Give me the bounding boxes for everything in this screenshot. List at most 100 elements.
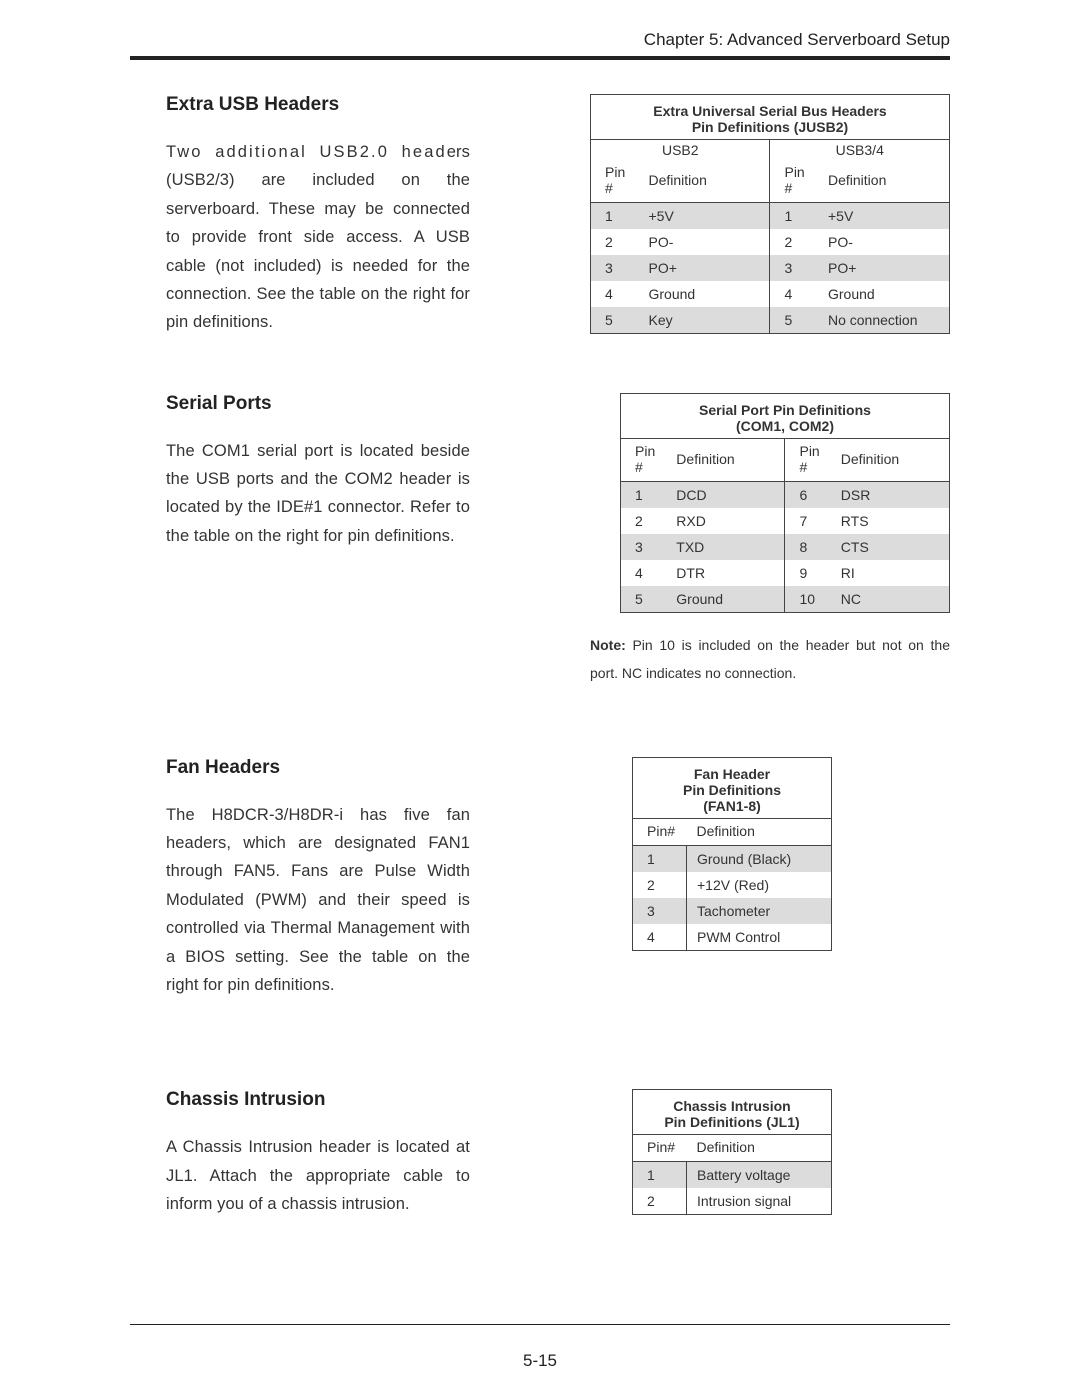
table-row: 3 TXD 8 CTS <box>621 534 950 560</box>
section-chassis-text: Chassis Intrusion A Chassis Intrusion he… <box>130 1089 470 1218</box>
pin-cell: 5 <box>621 586 667 613</box>
usb-table-group-left: USB2 <box>591 140 770 161</box>
def-cell: PO+ <box>639 255 770 281</box>
def-cell: Ground (Black) <box>687 845 832 872</box>
fan-body: The H8DCR-3/H8DR-i has five fan headers,… <box>166 801 470 1000</box>
def-cell: NC <box>831 586 950 613</box>
def-cell: +5V <box>818 203 950 230</box>
section-fan: Fan Headers The H8DCR-3/H8DR-i has five … <box>130 757 950 1000</box>
def-cell: DCD <box>666 481 785 508</box>
table-row: 2 +12V (Red) <box>633 872 832 898</box>
chassis-table-body: 1 Battery voltage 2 Intrusion signal <box>633 1162 832 1215</box>
colhead-def: Definition <box>687 818 832 845</box>
section-fan-text: Fan Headers The H8DCR-3/H8DR-i has five … <box>130 757 470 1000</box>
table-row: 1 +5V 1 +5V <box>591 203 950 230</box>
def-cell: Battery voltage <box>687 1162 832 1189</box>
pin-cell: 2 <box>621 508 667 534</box>
def-cell: CTS <box>831 534 950 560</box>
table-row: 4 PWM Control <box>633 924 832 951</box>
chassis-table-title: Chassis IntrusionPin Definitions (JL1) <box>633 1090 832 1135</box>
usb-body-lead: Two additional USB2.0 head <box>166 143 447 161</box>
serial-table-body: 1 DCD 6 DSR 2 RXD 7 RTS 3 TXD 8 CTS 4 DT… <box>621 481 950 612</box>
def-cell: RTS <box>831 508 950 534</box>
serial-note: Note: Pin 10 is included on the header b… <box>590 631 950 687</box>
def-cell: Intrusion signal <box>687 1188 832 1215</box>
table-row: 2 Intrusion signal <box>633 1188 832 1215</box>
chassis-table: Chassis IntrusionPin Definitions (JL1) P… <box>632 1089 832 1215</box>
table-row: 2 RXD 7 RTS <box>621 508 950 534</box>
def-cell: +5V <box>639 203 770 230</box>
pin-cell: 9 <box>785 560 831 586</box>
section-fan-table-wrap: Fan HeaderPin Definitions(FAN1-8) Pin# D… <box>514 757 950 951</box>
pin-cell: 6 <box>785 481 831 508</box>
table-row: 1 DCD 6 DSR <box>621 481 950 508</box>
table-row: 4 Ground 4 Ground <box>591 281 950 307</box>
section-chassis-table-wrap: Chassis IntrusionPin Definitions (JL1) P… <box>514 1089 950 1215</box>
section-usb-table-wrap: Extra Universal Serial Bus HeadersPin De… <box>514 94 950 334</box>
pin-cell: 3 <box>633 898 687 924</box>
def-cell: PO- <box>639 229 770 255</box>
usb-table-title: Extra Universal Serial Bus HeadersPin De… <box>591 95 950 140</box>
colhead-pin: Pin # <box>785 438 831 481</box>
header-rule <box>130 56 950 60</box>
section-usb-text: Extra USB Headers Two additional USB2.0 … <box>130 94 470 337</box>
colhead-pin: Pin # <box>591 160 639 202</box>
def-cell: PWM Control <box>687 924 832 951</box>
pin-cell: 1 <box>633 1162 687 1189</box>
fan-table: Fan HeaderPin Definitions(FAN1-8) Pin# D… <box>632 757 832 951</box>
def-cell: RXD <box>666 508 785 534</box>
page-number: 5-15 <box>0 1351 1080 1371</box>
pin-cell: 2 <box>633 872 687 898</box>
page: Chapter 5: Advanced Serverboard Setup Ex… <box>0 0 1080 1397</box>
table-row: 2 PO- 2 PO- <box>591 229 950 255</box>
pin-cell: 4 <box>770 281 818 307</box>
colhead-def: Definition <box>818 160 950 202</box>
chassis-title: Chassis Intrusion <box>166 1089 470 1111</box>
pin-cell: 1 <box>591 203 639 230</box>
pin-cell: 4 <box>633 924 687 951</box>
table-row: 3 Tachometer <box>633 898 832 924</box>
serial-table: Serial Port Pin Definitions(COM1, COM2) … <box>620 393 950 613</box>
note-body: Pin 10 is included on the header but not… <box>590 637 950 681</box>
section-serial-table-wrap: Serial Port Pin Definitions(COM1, COM2) … <box>514 393 950 701</box>
usb-body-rest: ers (USB2/3) are included on the serverb… <box>166 143 470 331</box>
def-cell: Ground <box>818 281 950 307</box>
pin-cell: 5 <box>770 307 818 334</box>
usb-table-body: 1 +5V 1 +5V 2 PO- 2 PO- 3 PO+ 3 PO+ 4 Gr… <box>591 203 950 334</box>
colhead-pin: Pin# <box>633 1135 687 1162</box>
pin-cell: 1 <box>633 845 687 872</box>
footer-rule <box>130 1324 950 1325</box>
section-usb: Extra USB Headers Two additional USB2.0 … <box>130 94 950 337</box>
colhead-def: Definition <box>639 160 770 202</box>
colhead-pin: Pin # <box>770 160 818 202</box>
usb-title: Extra USB Headers <box>166 94 470 116</box>
def-cell: Tachometer <box>687 898 832 924</box>
pin-cell: 3 <box>621 534 667 560</box>
pin-cell: 3 <box>770 255 818 281</box>
def-cell: +12V (Red) <box>687 872 832 898</box>
table-row: 3 PO+ 3 PO+ <box>591 255 950 281</box>
def-cell: DTR <box>666 560 785 586</box>
table-row: 1 Battery voltage <box>633 1162 832 1189</box>
serial-table-title: Serial Port Pin Definitions(COM1, COM2) <box>621 393 950 438</box>
def-cell: No connection <box>818 307 950 334</box>
serial-title: Serial Ports <box>166 393 470 415</box>
section-chassis: Chassis Intrusion A Chassis Intrusion he… <box>130 1089 950 1218</box>
def-cell: DSR <box>831 481 950 508</box>
colhead-pin: Pin # <box>621 438 667 481</box>
pin-cell: 7 <box>785 508 831 534</box>
section-serial: Serial Ports The COM1 serial port is loc… <box>130 393 950 701</box>
pin-cell: 1 <box>770 203 818 230</box>
usb-body: Two additional USB2.0 headers (USB2/3) a… <box>166 138 470 337</box>
pin-cell: 2 <box>770 229 818 255</box>
colhead-def: Definition <box>687 1135 832 1162</box>
fan-table-body: 1 Ground (Black) 2 +12V (Red) 3 Tachomet… <box>633 845 832 950</box>
fan-title: Fan Headers <box>166 757 470 779</box>
colhead-def: Definition <box>666 438 785 481</box>
pin-cell: 4 <box>621 560 667 586</box>
def-cell: PO+ <box>818 255 950 281</box>
table-row: 4 DTR 9 RI <box>621 560 950 586</box>
def-cell: Ground <box>666 586 785 613</box>
section-serial-text: Serial Ports The COM1 serial port is loc… <box>130 393 470 551</box>
table-row: 5 Key 5 No connection <box>591 307 950 334</box>
